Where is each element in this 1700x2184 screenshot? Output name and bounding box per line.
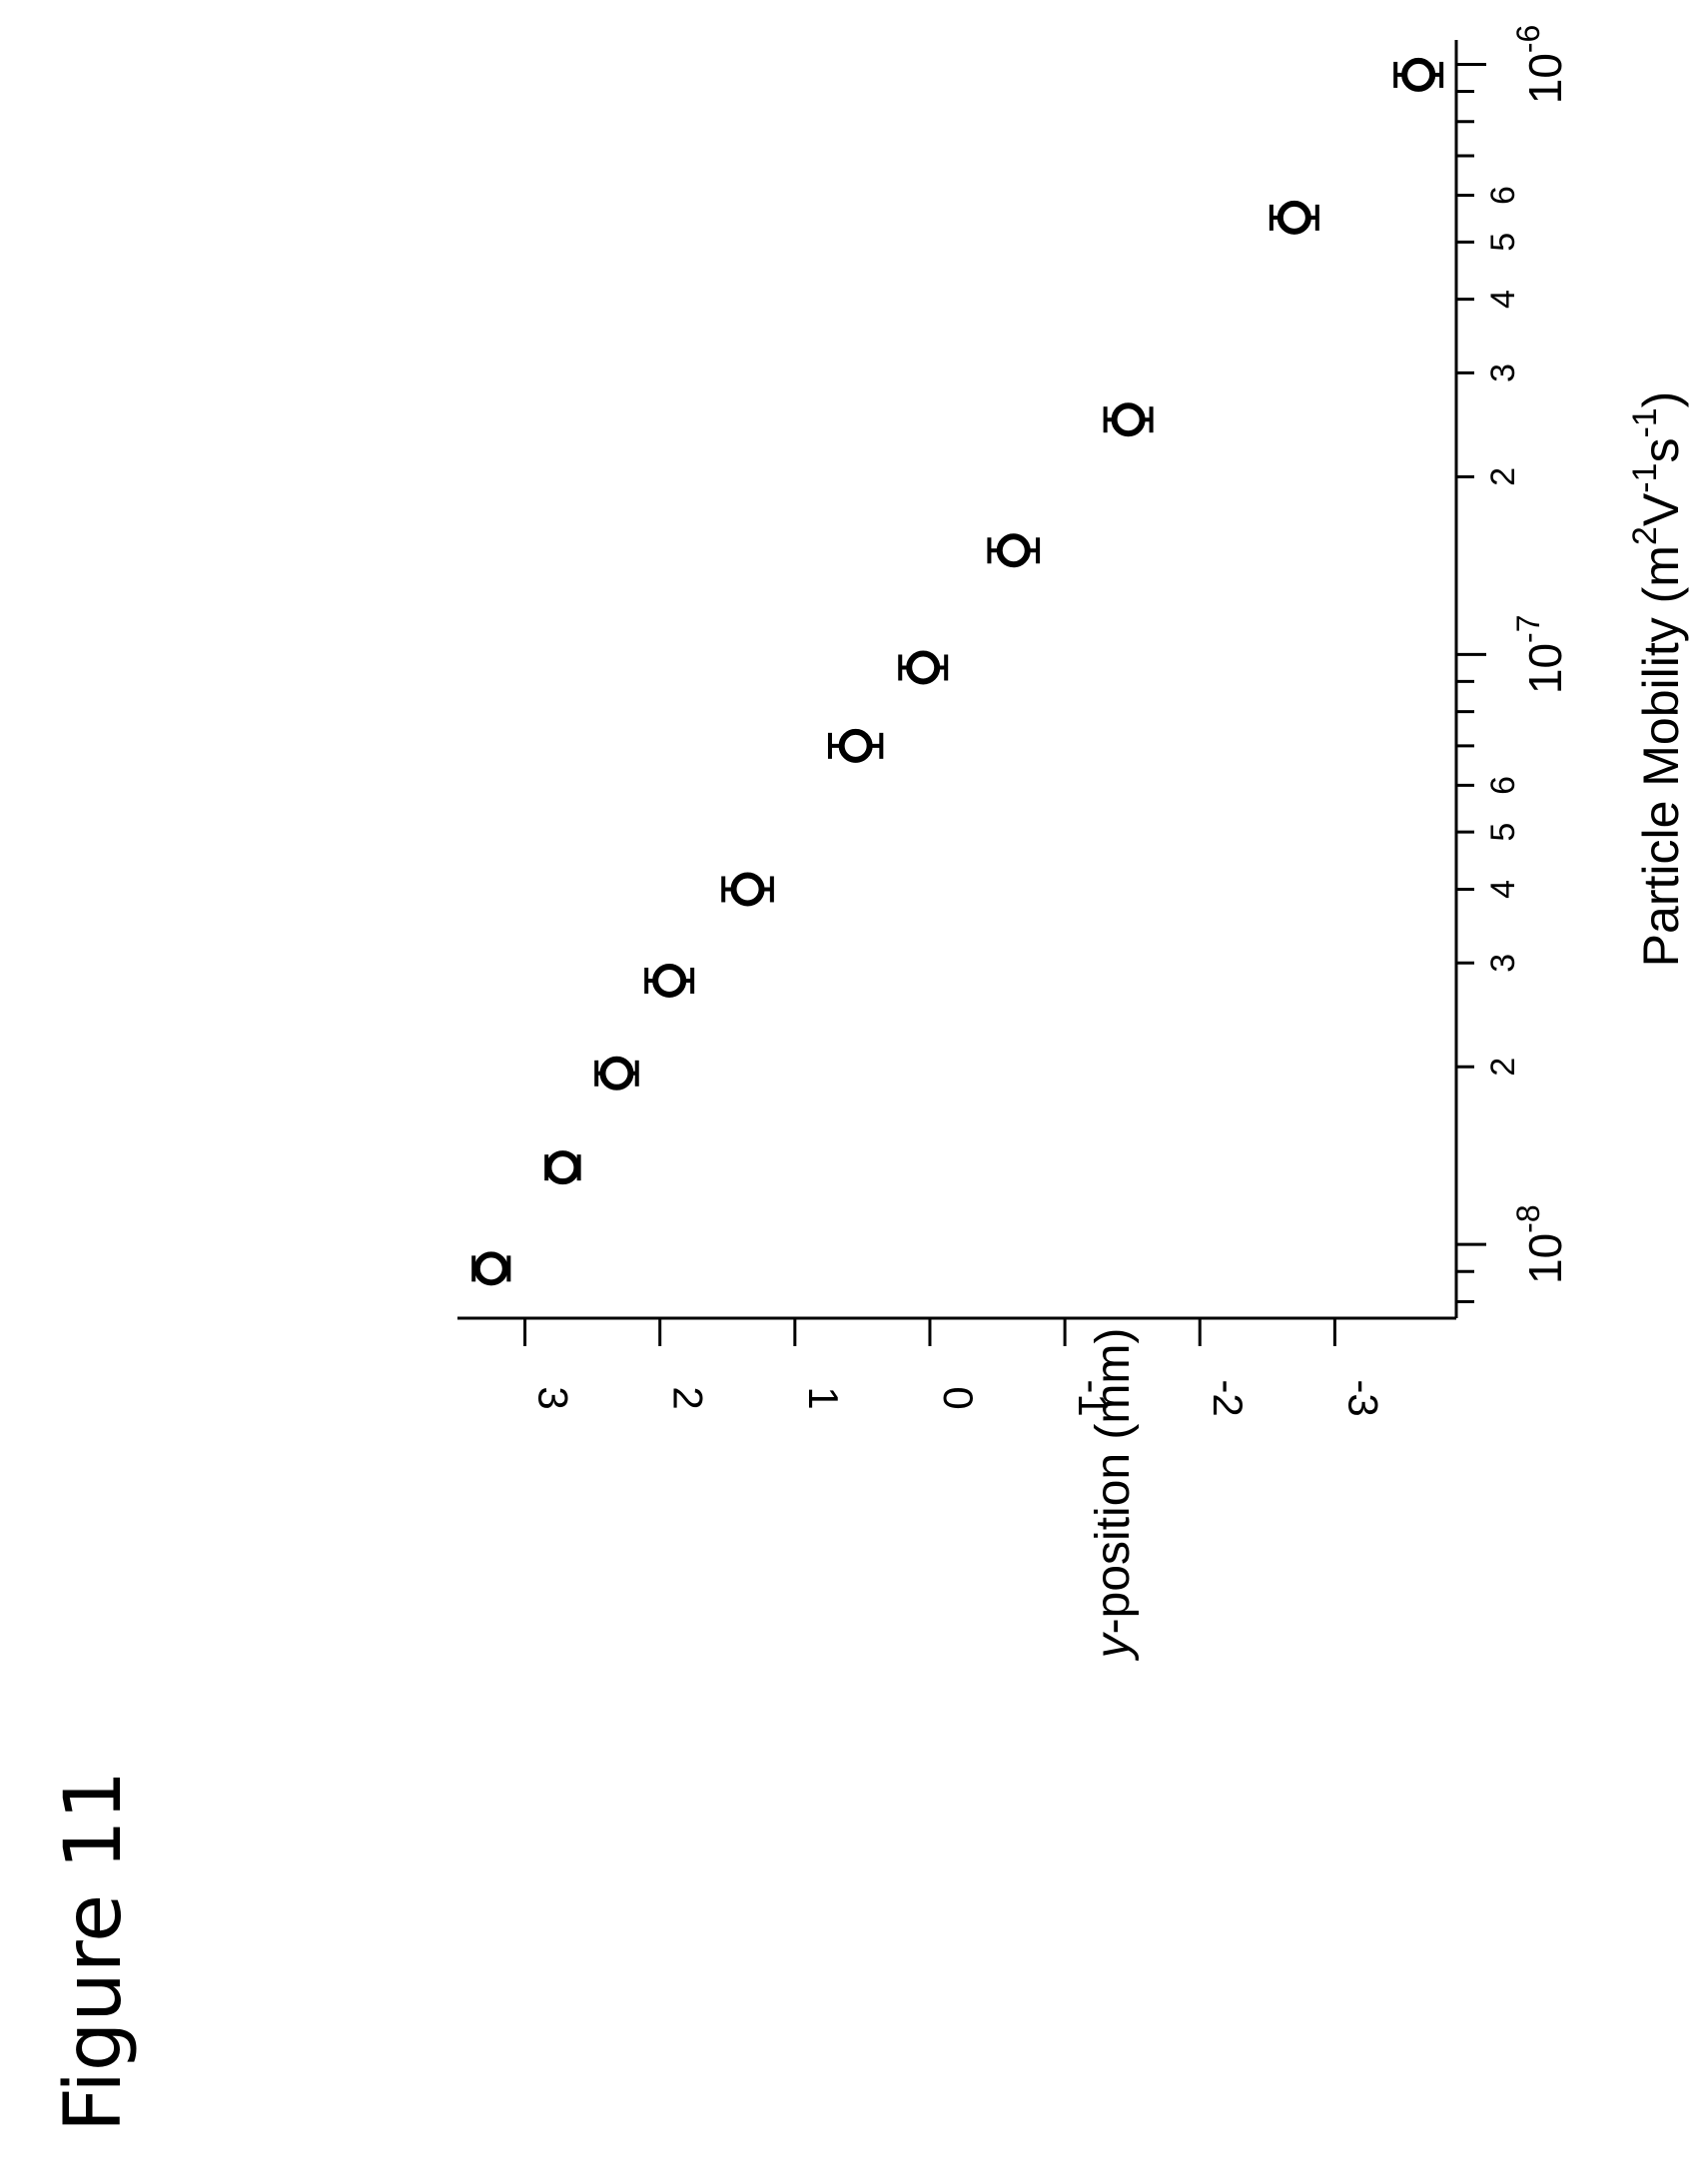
data-point: [906, 650, 941, 685]
y-tick-label: 2: [665, 1386, 712, 1409]
chart-points: [471, 57, 1444, 1286]
data-point: [1111, 402, 1146, 437]
y-tick-label: -3: [1339, 1379, 1386, 1416]
chart-labels: Particle Mobility (m2V-1s-1) y-position (…: [1087, 391, 1689, 1662]
data-point: [996, 533, 1031, 568]
x-tick-label: 5: [1484, 233, 1522, 252]
chart-axes: [457, 40, 1458, 1320]
y-axis-label: y-position (mm): [1087, 1328, 1140, 1662]
x-major-tick-label: 10-7: [1510, 615, 1571, 695]
data-point: [652, 963, 687, 998]
y-tick-label: 1: [800, 1386, 847, 1409]
x-major-tick-label: 10-6: [1510, 25, 1571, 105]
data-point: [1401, 57, 1436, 92]
x-tick-label: 2: [1484, 1058, 1522, 1077]
x-tick-label: 5: [1484, 823, 1522, 842]
x-tick-label: 3: [1484, 954, 1522, 973]
y-tick-label: 0: [935, 1386, 982, 1409]
data-point: [473, 1251, 508, 1286]
data-point: [1276, 200, 1311, 235]
x-tick-label: 6: [1484, 186, 1522, 205]
data-point: [599, 1056, 634, 1091]
x-tick-label: 4: [1484, 880, 1522, 899]
y-tick-label: -2: [1205, 1379, 1252, 1416]
x-tick-label: 3: [1484, 364, 1522, 382]
x-tick-label: 2: [1484, 467, 1522, 486]
x-major-tick-label: 10-8: [1510, 1204, 1571, 1284]
data-point: [730, 872, 765, 907]
data-point: [545, 1150, 580, 1185]
y-tick-label: 3: [530, 1386, 577, 1409]
x-tick-label: 4: [1484, 290, 1522, 309]
x-axis-label: Particle Mobility (m2V-1s-1): [1626, 391, 1689, 968]
x-tick-label: 6: [1484, 776, 1522, 795]
chart-ticks: 2 3 4 5 6 2 3 4 5 6 10-8 10-7 10-6 3 2 1 0 -1 -2 -3: [523, 25, 1571, 1417]
data-point: [838, 728, 873, 763]
y-tick-label: -1: [1070, 1379, 1117, 1416]
